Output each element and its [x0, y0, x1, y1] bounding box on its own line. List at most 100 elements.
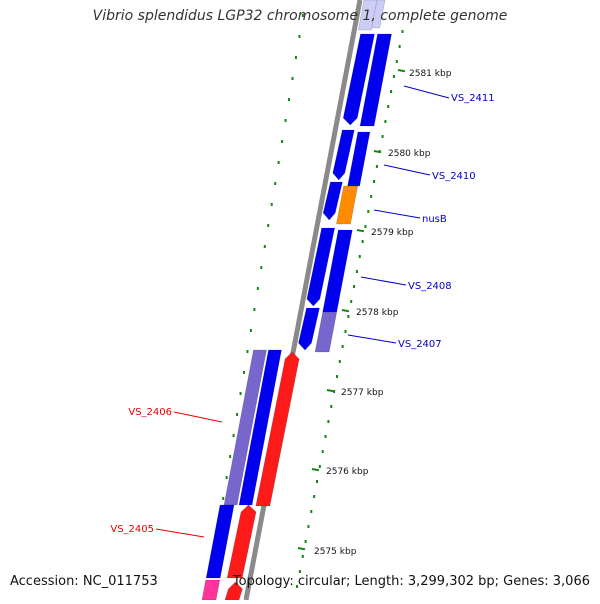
- minor-tick-dot: [318, 465, 321, 468]
- forward-gene-feature[interactable]: [298, 307, 320, 351]
- minor-tick-dot: [355, 270, 358, 273]
- gene-label-leader: [155, 528, 205, 538]
- minor-tick-dot: [335, 375, 338, 378]
- gene-label[interactable]: VS_2406: [128, 407, 172, 418]
- rna-gene-feature[interactable]: [336, 185, 359, 225]
- kbp-tick-label: 2578 kbp: [356, 308, 399, 318]
- gene-label[interactable]: VS_2408: [408, 281, 452, 292]
- minor-tick-dot: [384, 120, 387, 123]
- kbp-tick-label: 2580 kbp: [388, 149, 431, 159]
- minor-tick-dot: [232, 434, 235, 437]
- gene-label-leader: [383, 164, 431, 176]
- kbp-ticks: 2581 kbp 2580 kbp 2579 kbp 2578 kbp 2577 kbp…: [297, 69, 452, 557]
- kbp-tick-label: 2577 kbp: [341, 388, 384, 398]
- forward-gene-feature[interactable]: [205, 504, 235, 579]
- minor-tick-dot: [274, 182, 277, 185]
- major-tick: [373, 150, 382, 154]
- gene-label[interactable]: VS_2407: [398, 339, 442, 350]
- pseudo-gene-feature[interactable]: [223, 349, 267, 506]
- minor-tick-dot: [353, 285, 356, 288]
- reverse-gene-feature[interactable]: [226, 504, 257, 579]
- minor-tick-dot: [350, 300, 353, 303]
- forward-gene-feature[interactable]: [238, 349, 282, 506]
- minor-tick-dot: [291, 77, 294, 80]
- minor-tick-dot: [381, 135, 384, 138]
- minor-tick-dot: [327, 420, 330, 423]
- kbp-tick-label: 2575 kbp: [314, 547, 357, 557]
- minor-tick-dot: [242, 371, 245, 374]
- forward-gene-feature[interactable]: [342, 33, 375, 126]
- gene-label-leader: [373, 209, 421, 219]
- gene-label-leader: [173, 411, 223, 423]
- minor-tick-dot: [296, 585, 299, 588]
- forward-gene-feature[interactable]: [359, 33, 392, 127]
- major-tick: [297, 547, 306, 551]
- minor-tick-dot: [347, 315, 350, 318]
- outer-tick-dots: [208, 14, 304, 584]
- major-tick: [326, 389, 335, 393]
- minor-tick-dot: [367, 210, 370, 213]
- gene-label[interactable]: VS_2411: [451, 93, 495, 104]
- minor-tick-dot: [375, 165, 378, 168]
- major-tick: [397, 69, 406, 73]
- minor-tick-dot: [236, 413, 239, 416]
- minor-tick-dot: [316, 480, 318, 483]
- minor-tick-dot: [253, 308, 256, 311]
- minor-tick-dot: [313, 495, 316, 498]
- minor-tick-dot: [324, 435, 327, 438]
- minor-tick-dot: [392, 75, 395, 78]
- minor-tick-dot: [263, 245, 266, 248]
- pseudo-gene-feature[interactable]: [314, 311, 338, 353]
- major-tick: [341, 309, 350, 313]
- forward-gene-feature[interactable]: [332, 129, 355, 181]
- minor-tick-dot: [373, 180, 375, 183]
- minor-tick-dot: [307, 525, 310, 528]
- forward-gene-feature[interactable]: [306, 227, 336, 307]
- kbp-tick-label: 2579 kbp: [371, 228, 414, 238]
- minor-tick-dot: [364, 225, 367, 228]
- gene-features: [201, 0, 392, 601]
- minor-tick-dot: [310, 510, 313, 513]
- minor-tick-dot: [333, 390, 336, 393]
- minor-tick-dot: [395, 60, 398, 63]
- forward-gene-feature[interactable]: [347, 131, 371, 187]
- minor-tick-dot: [304, 540, 307, 543]
- minor-tick-dot: [249, 329, 252, 332]
- gene-label-leader: [347, 334, 397, 344]
- minor-tick-dot: [301, 555, 304, 558]
- map-title: Vibrio splendidus LGP32 chromosome 1, co…: [92, 8, 508, 24]
- minor-tick-dot: [301, 14, 304, 17]
- gene-label-leader: [403, 85, 450, 99]
- genome-backbone: [243, 0, 363, 601]
- minor-tick-dot: [260, 266, 263, 269]
- gene-label-leader: [360, 276, 407, 286]
- minor-tick-dot: [398, 45, 401, 48]
- gene-labels: VS_2411 VS_2410 nusB VS_2408 VS_2407 VS_2406 V…: [110, 85, 495, 538]
- minor-tick-dot: [390, 90, 393, 93]
- minor-tick-dot: [338, 360, 341, 363]
- forward-gene-feature[interactable]: [357, 0, 378, 31]
- pink-gene-feature[interactable]: [201, 579, 221, 601]
- minor-tick-dot: [344, 330, 347, 333]
- gene-label[interactable]: VS_2405: [110, 524, 154, 535]
- minor-tick-dot: [401, 30, 404, 33]
- minor-tick-dot: [298, 35, 301, 38]
- genome-summary-text: Topology: circular; Length: 3,299,302 bp…: [232, 574, 590, 589]
- minor-tick-dot: [341, 345, 344, 348]
- gene-label[interactable]: nusB: [422, 214, 447, 225]
- reverse-gene-feature[interactable]: [255, 351, 300, 507]
- major-tick: [311, 468, 320, 472]
- minor-tick-dot: [321, 450, 324, 453]
- minor-tick-dot: [330, 405, 333, 408]
- minor-tick-dot: [284, 119, 287, 122]
- minor-tick-dot: [387, 105, 390, 108]
- minor-tick-dot: [225, 476, 228, 479]
- forward-gene-feature[interactable]: [322, 181, 343, 221]
- minor-tick-dot: [294, 56, 297, 59]
- minor-tick-dot: [229, 455, 232, 458]
- gene-label[interactable]: VS_2410: [432, 171, 476, 182]
- minor-tick-dot: [370, 195, 373, 198]
- minor-tick-dot: [246, 350, 249, 353]
- minor-tick-dot: [222, 497, 225, 500]
